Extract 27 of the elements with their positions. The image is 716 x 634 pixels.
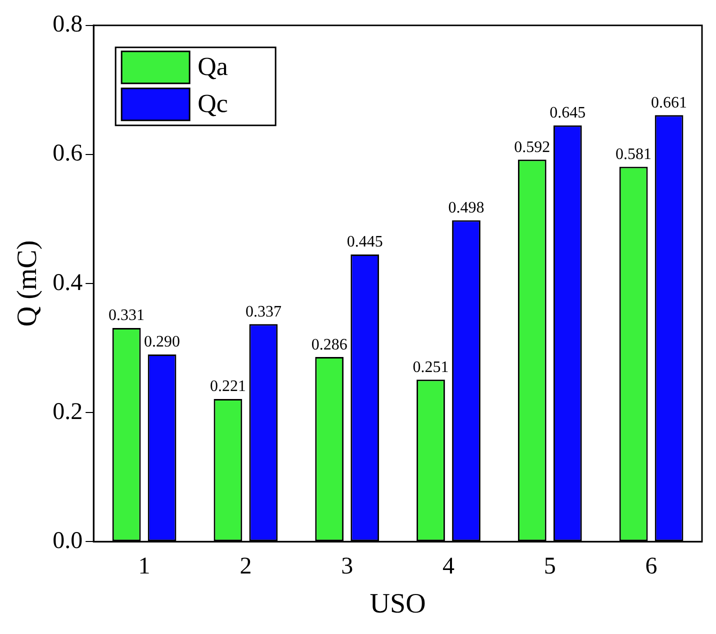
y-tick-label: 0.4 xyxy=(52,270,83,296)
data-label: 0.661 xyxy=(651,94,688,112)
x-tick-label: 4 xyxy=(442,553,454,580)
y-tick-label: 0.8 xyxy=(52,12,83,38)
legend-label: Qc xyxy=(198,89,228,118)
y-tick-label: 0.6 xyxy=(52,140,83,167)
x-tick-label: 5 xyxy=(544,553,556,580)
data-label: 0.221 xyxy=(210,378,246,396)
data-label: 0.498 xyxy=(448,199,484,216)
legend-label: Qa xyxy=(198,52,228,82)
x-axis-title: USO xyxy=(370,588,426,620)
y-axis-title: Q (mC) xyxy=(12,240,44,327)
y-tick-label: 0.2 xyxy=(52,398,83,425)
x-tick-label: 3 xyxy=(341,553,354,580)
y-tick-label: 0.0 xyxy=(52,528,83,554)
data-label: 0.290 xyxy=(144,334,180,351)
x-tick-label: 1 xyxy=(138,553,150,580)
data-label: 0.251 xyxy=(412,358,449,376)
data-label: 0.645 xyxy=(550,104,586,122)
data-label: 0.445 xyxy=(346,234,383,251)
data-label: 0.331 xyxy=(108,307,145,324)
data-label: 0.337 xyxy=(245,303,282,320)
data-label: 0.286 xyxy=(311,336,348,354)
data-label: 0.581 xyxy=(616,146,652,163)
data-label: 0.592 xyxy=(514,138,550,156)
x-tick-label: 6 xyxy=(645,553,658,580)
x-tick-label: 2 xyxy=(240,553,252,580)
